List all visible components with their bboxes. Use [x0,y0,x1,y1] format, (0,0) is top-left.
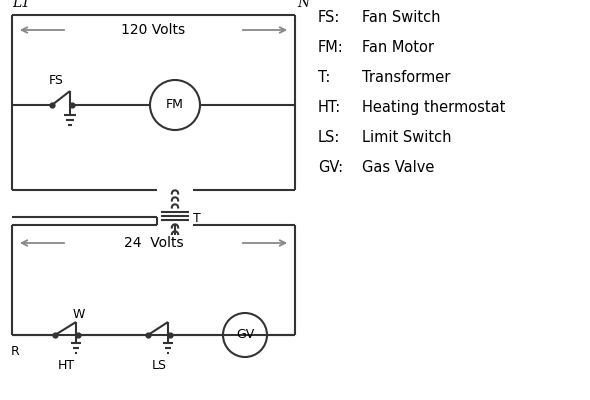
Text: FM:: FM: [318,40,344,55]
Text: Limit Switch: Limit Switch [362,130,451,145]
Text: Gas Valve: Gas Valve [362,160,434,175]
Text: FS: FS [48,74,64,87]
Text: Heating thermostat: Heating thermostat [362,100,506,115]
Text: LS: LS [152,359,166,372]
Text: 120 Volts: 120 Volts [122,23,186,37]
Text: HT:: HT: [318,100,341,115]
Text: FS:: FS: [318,10,340,25]
Text: HT: HT [58,359,75,372]
Text: T: T [193,212,201,224]
Text: Fan Switch: Fan Switch [362,10,441,25]
Text: T:: T: [318,70,330,85]
Text: LS:: LS: [318,130,340,145]
Text: FM: FM [166,98,184,112]
Text: N: N [297,0,309,10]
Text: 24  Volts: 24 Volts [124,236,183,250]
Text: GV: GV [236,328,254,342]
Text: Transformer: Transformer [362,70,450,85]
Text: L1: L1 [12,0,30,10]
Text: R: R [11,345,19,358]
Text: Fan Motor: Fan Motor [362,40,434,55]
Text: W: W [73,308,85,321]
Text: GV:: GV: [318,160,343,175]
